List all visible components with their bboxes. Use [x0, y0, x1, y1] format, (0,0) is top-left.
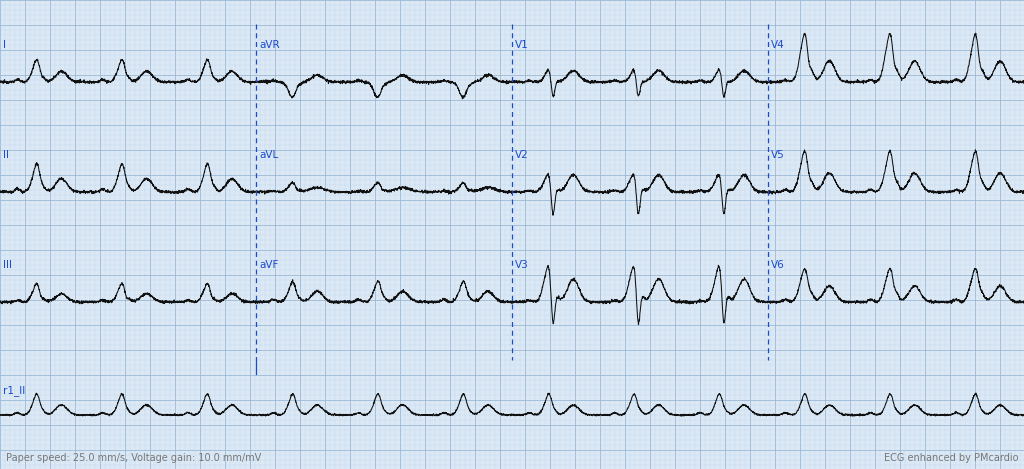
- Text: aVF: aVF: [259, 260, 279, 270]
- Text: I: I: [3, 40, 6, 50]
- Text: ECG enhanced by PMcardio: ECG enhanced by PMcardio: [884, 453, 1018, 463]
- Text: Paper speed: 25.0 mm/s, Voltage gain: 10.0 mm/mV: Paper speed: 25.0 mm/s, Voltage gain: 10…: [6, 453, 261, 463]
- Text: V2: V2: [515, 150, 528, 160]
- Text: V3: V3: [515, 260, 528, 270]
- Text: V1: V1: [515, 40, 528, 50]
- Text: aVL: aVL: [259, 150, 279, 160]
- Text: II: II: [3, 150, 9, 160]
- Text: V5: V5: [771, 150, 784, 160]
- Text: aVR: aVR: [259, 40, 280, 50]
- Text: r1_II: r1_II: [3, 385, 26, 396]
- Text: III: III: [3, 260, 12, 270]
- Text: V6: V6: [771, 260, 784, 270]
- Text: V4: V4: [771, 40, 784, 50]
